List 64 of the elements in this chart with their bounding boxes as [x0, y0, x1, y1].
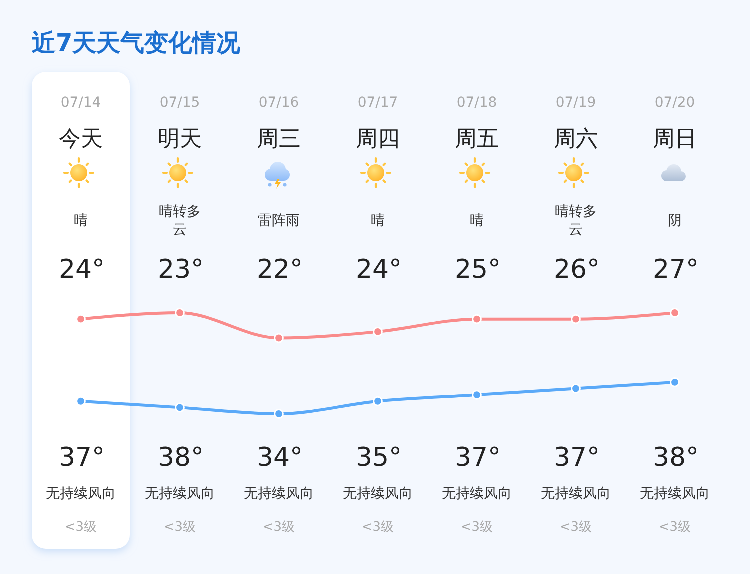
text: 无持续风向: [244, 486, 314, 502]
point: [670, 377, 680, 388]
data-label: 38°: [652, 443, 700, 473]
text: 无持续风向: [343, 486, 413, 502]
data-label: 24°: [58, 255, 106, 285]
x-tick-label: 07/20: [654, 95, 696, 111]
chart-title: 近7天天气变化情况: [32, 29, 242, 57]
x-tick-label: 07/17: [358, 95, 398, 111]
text: 无持续风向: [640, 486, 710, 502]
x-tick-label: 07/18: [456, 95, 498, 111]
text: 晴转多云: [159, 204, 201, 238]
text: 晴: [470, 212, 484, 229]
point: [472, 390, 482, 400]
x-tick-label: 07/16: [258, 95, 300, 111]
x-tick-label: 07/19: [556, 95, 596, 111]
text: 晴: [371, 212, 385, 229]
point: [274, 333, 284, 344]
point: [373, 396, 383, 406]
x-tick-label: 07/15: [160, 95, 200, 111]
text: <3级: [262, 520, 296, 535]
text: 无持续风向: [46, 486, 116, 502]
data-label: 37°: [454, 443, 502, 473]
point: [274, 409, 284, 419]
text: <3级: [560, 520, 592, 535]
point: [373, 326, 383, 337]
text: <3级: [362, 520, 394, 535]
point: [571, 314, 581, 324]
text: <3级: [64, 520, 98, 535]
data-label: 26°: [554, 255, 600, 285]
text: 周五: [455, 127, 499, 152]
data-label: 24°: [356, 255, 402, 285]
data-label: 37°: [554, 443, 600, 473]
data-label: 37°: [58, 443, 106, 473]
data-label: 23°: [158, 255, 204, 285]
data-label: 35°: [356, 443, 402, 473]
text: 无持续风向: [541, 486, 611, 502]
point: [571, 384, 581, 394]
text: 晴: [74, 212, 88, 229]
data-label: 22°: [256, 255, 304, 285]
text: 今天: [59, 127, 103, 152]
text: 周日: [653, 127, 697, 152]
point: [472, 314, 482, 324]
text: <3级: [164, 520, 196, 535]
text: 雷阵雨: [258, 212, 300, 229]
point: [76, 314, 86, 324]
point: [175, 402, 185, 413]
x-tick-label: 07/14: [60, 95, 102, 111]
text: <3级: [460, 520, 494, 535]
text: 周四: [356, 127, 400, 152]
point: [76, 396, 86, 406]
text: <3级: [658, 520, 692, 535]
data-label: 38°: [158, 443, 204, 473]
text: 无持续风向: [145, 486, 215, 502]
data-label: 34°: [256, 443, 304, 473]
text: 阴: [668, 212, 682, 229]
text: 晴转多云: [555, 204, 597, 238]
text: 无持续风向: [442, 486, 512, 502]
data-label: 27°: [652, 255, 700, 285]
point: [175, 308, 185, 318]
text: 明天: [158, 127, 202, 152]
point: [670, 308, 680, 318]
text: 周六: [554, 127, 598, 152]
data-label: 25°: [454, 255, 502, 285]
text: 周三: [257, 127, 301, 152]
